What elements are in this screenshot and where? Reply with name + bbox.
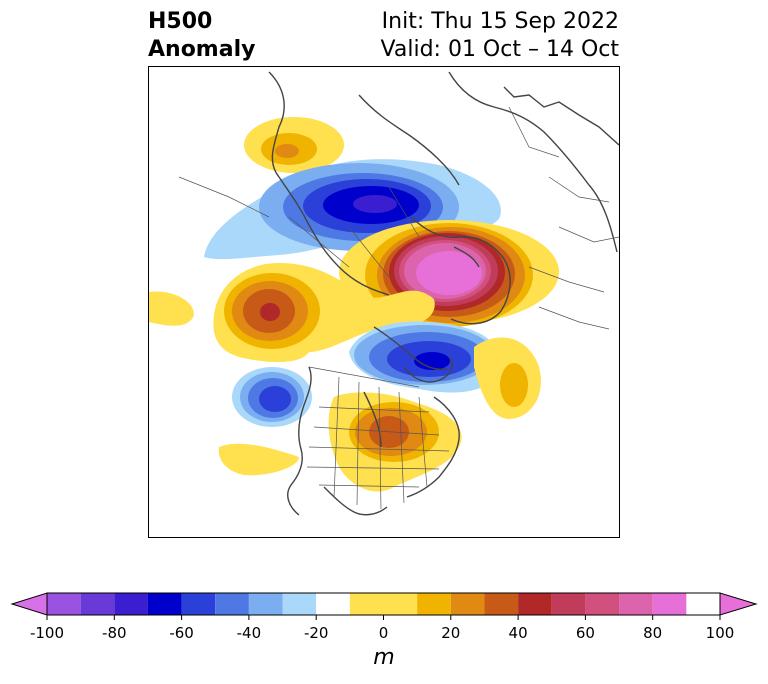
colorbar-tick-label: 20 xyxy=(441,624,460,642)
variable-label: H500 xyxy=(148,9,213,34)
colorbar-bin xyxy=(316,593,350,615)
colorbar-bin xyxy=(47,593,81,615)
positive-anomaly-siberia xyxy=(244,117,344,173)
colorbar-bin xyxy=(147,593,182,615)
colorbar-tick-label: 40 xyxy=(509,624,528,642)
colorbar-bin xyxy=(484,593,519,615)
anomaly-fields xyxy=(149,117,559,492)
anomaly-label: Anomaly xyxy=(148,37,256,62)
colorbar-bin xyxy=(349,593,418,615)
colorbar-tick-label: 100 xyxy=(706,624,735,642)
colorbar-bins xyxy=(10,592,758,616)
colorbar-tick-label: 60 xyxy=(576,624,595,642)
colorbar-bin xyxy=(181,593,216,615)
colorbar-bin xyxy=(248,593,283,615)
anomaly-map xyxy=(148,66,620,538)
colorbar-tick-label: -100 xyxy=(30,624,64,642)
colorbar-bin xyxy=(450,593,485,615)
colorbar-tick-label: -80 xyxy=(102,624,127,642)
negative-anomaly-north-pacific xyxy=(232,367,312,427)
colorbar-bin xyxy=(215,593,249,615)
colorbar-bin xyxy=(282,593,317,615)
colorbar-ticks: -100 -80 -60 -40 -20 0 20 40 60 80 100 xyxy=(30,615,734,642)
colorbar-bin xyxy=(80,593,115,615)
colorbar-bin xyxy=(417,593,451,615)
date-info: Init: Thu 15 Sep 2022 Valid: 01 Oct – 14… xyxy=(381,8,619,64)
colorbar-svg: -100 -80 -60 -40 -20 0 20 40 60 80 100 xyxy=(10,592,758,642)
colorbar-bin xyxy=(551,593,586,615)
colorbar-under-extension xyxy=(10,592,48,616)
colorbar: -100 -80 -60 -40 -20 0 20 40 60 80 100 xyxy=(0,586,768,650)
negative-anomaly-hudson xyxy=(349,321,500,393)
political-boundaries xyxy=(178,106,619,510)
colorbar-bin xyxy=(652,593,687,615)
colorbar-bin xyxy=(518,593,552,615)
init-date: Init: Thu 15 Sep 2022 xyxy=(381,9,619,34)
coastlines xyxy=(268,71,619,516)
colorbar-tick-label: -20 xyxy=(304,624,329,642)
colorbar-tick-label: 0 xyxy=(379,624,389,642)
map-title: H500 Anomaly xyxy=(148,8,255,64)
positive-anomaly-east-asia xyxy=(149,263,435,362)
colorbar-unit-label: m xyxy=(373,645,395,670)
colorbar-bin xyxy=(585,593,620,615)
map-svg xyxy=(149,71,619,516)
valid-dates: Valid: 01 Oct – 14 Oct xyxy=(380,37,619,62)
positive-anomaly-atlantic xyxy=(474,337,541,419)
colorbar-over-extension xyxy=(719,592,758,616)
colorbar-bin xyxy=(114,593,148,615)
colorbar-tick-label: 80 xyxy=(643,624,662,642)
colorbar-bin xyxy=(619,593,653,615)
colorbar-tick-label: -40 xyxy=(237,624,262,642)
colorbar-tick-label: -60 xyxy=(169,624,194,642)
